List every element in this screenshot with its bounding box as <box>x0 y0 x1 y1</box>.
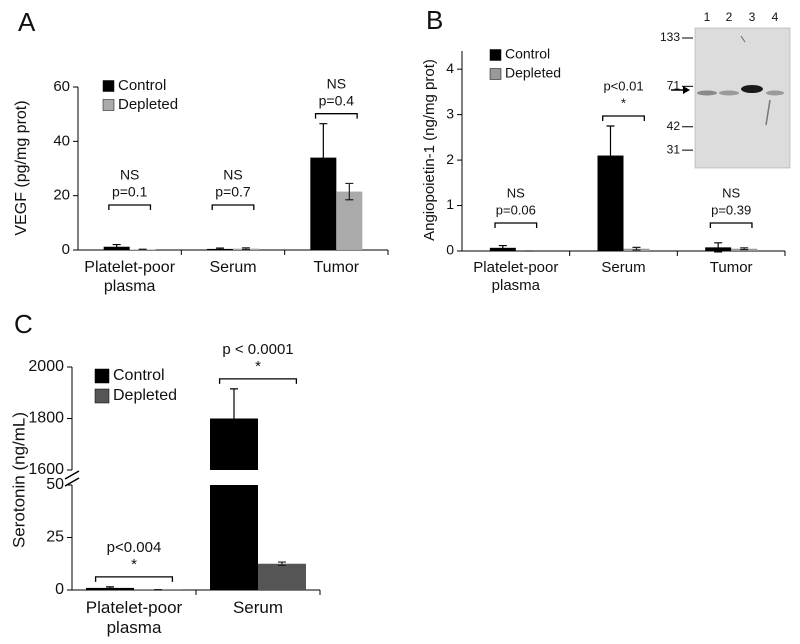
error-bar <box>278 561 286 567</box>
y-tick-label: 40 <box>53 132 70 149</box>
bar <box>258 563 306 590</box>
error-bar <box>606 125 615 186</box>
error-bar <box>319 123 328 193</box>
y-tick-label: 50 <box>46 476 64 493</box>
legend-label: Control <box>505 46 550 62</box>
annotation: p=0.39 <box>711 202 751 217</box>
legend-label: Depleted <box>505 65 561 81</box>
marker-label: 42 <box>667 119 681 133</box>
error-bar <box>230 388 238 449</box>
y-tick-label: 60 <box>53 78 70 95</box>
legend-label: Control <box>118 77 166 94</box>
x-tick-label: Platelet-poor plasma <box>85 598 183 638</box>
significance-bracket <box>602 115 645 121</box>
y-tick-label: 0 <box>55 581 64 598</box>
significance-bracket <box>709 222 753 228</box>
annotation: * <box>255 358 261 375</box>
y-axis-label: Angiopoietin-1 (ng/mg prot) <box>421 59 438 241</box>
legend-swatch <box>489 49 502 61</box>
legend-swatch <box>94 388 110 404</box>
error-bar <box>216 247 224 251</box>
significance-bracket <box>94 576 174 582</box>
x-tick-label: Tumor <box>709 259 753 276</box>
significance-bracket <box>314 113 358 119</box>
error-bar <box>714 242 723 253</box>
y-tick-label: 1 <box>446 196 454 212</box>
error-bar <box>632 246 641 251</box>
y-axis-label: VEGF (pg/mg prot) <box>13 100 30 235</box>
y-tick-label: 0 <box>62 241 70 258</box>
bar <box>210 485 258 590</box>
legend-swatch <box>102 99 115 111</box>
x-tick-label: Platelet-poor plasma <box>84 259 176 296</box>
legend-swatch <box>489 68 502 80</box>
annotation: * <box>621 95 626 110</box>
y-tick-label: 25 <box>46 529 64 546</box>
marker-label: 71 <box>667 79 681 93</box>
lane-label: 2 <box>726 10 733 24</box>
legend-label: Depleted <box>118 96 178 113</box>
panel-label: C <box>14 309 33 339</box>
axis-break <box>64 477 80 487</box>
annotation: NS <box>507 185 525 200</box>
lane-label: 1 <box>704 10 711 24</box>
annotation: p=0.06 <box>496 202 536 217</box>
legend-label: Depleted <box>113 387 177 404</box>
error-bar <box>106 586 114 590</box>
annotation: * <box>131 556 137 573</box>
x-tick-label: Serum <box>232 598 284 617</box>
annotation: p=0.7 <box>215 184 251 200</box>
y-tick-label: 3 <box>446 105 454 121</box>
legend-swatch <box>102 80 115 92</box>
y-axis-label: Serotonin (ng/mL) <box>9 412 28 548</box>
annotation: p=0.4 <box>319 92 355 108</box>
error-bar <box>740 247 749 251</box>
x-tick-label: Platelet-poor plasma <box>473 259 559 294</box>
legend-swatch <box>94 368 110 384</box>
y-tick-label: 1800 <box>28 410 64 427</box>
panel-label: B <box>426 5 443 35</box>
error-bar <box>498 244 507 251</box>
bar <box>336 191 363 250</box>
x-tick-label: Serum <box>601 259 646 276</box>
annotation: NS <box>223 167 242 183</box>
error-bar <box>112 243 121 250</box>
error-bar <box>345 182 354 201</box>
y-tick-label: 0 <box>446 242 454 258</box>
annotation: NS <box>120 167 139 183</box>
error-bar <box>138 248 147 251</box>
lane-label: 3 <box>749 10 756 24</box>
x-tick-label: Serum <box>209 259 257 276</box>
y-tick-label: 2 <box>446 151 454 167</box>
annotation: p<0.01 <box>603 78 643 93</box>
significance-bracket <box>218 378 298 384</box>
annotation: p < 0.0001 <box>222 341 293 358</box>
panel-label: A <box>18 7 36 37</box>
axis-break <box>64 470 80 480</box>
lane-label: 4 <box>772 10 779 24</box>
x-tick-label: Tumor <box>313 259 360 276</box>
y-tick-label: 2000 <box>28 358 64 375</box>
y-tick-label: 1600 <box>28 461 64 478</box>
blot-image <box>694 27 791 169</box>
annotation: p=0.1 <box>112 184 148 200</box>
significance-bracket <box>108 204 152 210</box>
legend-label: Control <box>113 367 165 384</box>
y-tick-label: 20 <box>53 187 70 204</box>
annotation: p<0.004 <box>107 539 162 556</box>
annotation: NS <box>327 75 346 91</box>
error-bar <box>242 247 250 251</box>
significance-bracket <box>494 222 538 228</box>
blot-arrow <box>671 86 690 94</box>
y-tick-label: 4 <box>446 60 454 76</box>
significance-bracket <box>211 204 255 210</box>
annotation: NS <box>722 185 740 200</box>
marker-label: 31 <box>667 142 681 156</box>
marker-label: 133 <box>660 30 680 44</box>
